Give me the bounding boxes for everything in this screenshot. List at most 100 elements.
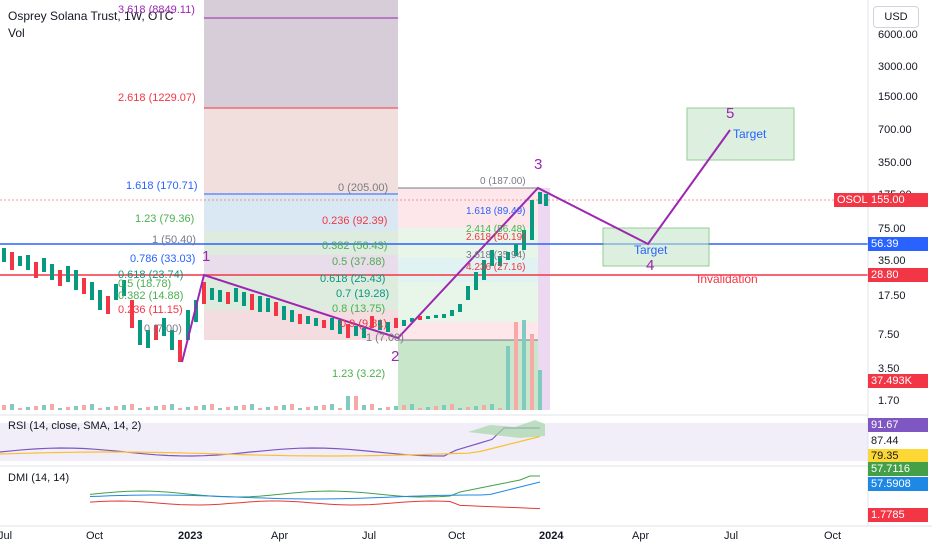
candle bbox=[418, 316, 422, 320]
volume-bar bbox=[42, 405, 46, 410]
candle bbox=[18, 256, 22, 266]
candle bbox=[122, 280, 126, 296]
candle bbox=[114, 284, 118, 300]
candle bbox=[338, 320, 342, 334]
fib-level-label: 0.5 (37.88) bbox=[332, 256, 386, 268]
time-tick: Jul bbox=[362, 530, 377, 542]
candle bbox=[474, 272, 478, 290]
volume-bar bbox=[282, 405, 286, 410]
volume-bar bbox=[74, 406, 78, 410]
candle bbox=[282, 306, 286, 320]
elliott-wave-path[interactable] bbox=[181, 129, 731, 363]
candle bbox=[250, 294, 254, 310]
candle bbox=[354, 326, 358, 336]
volume-bar bbox=[522, 320, 526, 410]
candle bbox=[522, 230, 526, 250]
volume-bar bbox=[418, 408, 422, 410]
volume-indicator-label[interactable]: Vol bbox=[8, 26, 25, 40]
candle bbox=[386, 322, 390, 332]
price-tick: 6000.00 bbox=[878, 29, 918, 41]
volume-bar bbox=[130, 404, 134, 410]
volume-bar bbox=[162, 405, 166, 410]
candle bbox=[162, 318, 166, 336]
target-label-wave5: Target bbox=[733, 127, 767, 141]
fib-level-label: 0 (187.00) bbox=[480, 176, 526, 187]
fib-level-label: 0 (7.00) bbox=[144, 323, 182, 335]
volume-bar bbox=[330, 404, 334, 410]
fib-level-label: 0.382 (56.43) bbox=[322, 240, 388, 252]
candle bbox=[306, 316, 310, 324]
candle bbox=[146, 330, 150, 348]
time-tick: Apr bbox=[271, 530, 289, 542]
wave-2-label: 2 bbox=[391, 348, 400, 365]
candle bbox=[242, 292, 246, 306]
volume-bar bbox=[2, 405, 6, 410]
volume-bar bbox=[250, 404, 254, 410]
price-tick: 1500.00 bbox=[878, 91, 918, 103]
currency-button[interactable]: USD bbox=[873, 6, 919, 28]
target-label-wave4: Target bbox=[634, 243, 668, 257]
fib-level-label: 1.23 (3.22) bbox=[332, 368, 386, 380]
volume-bar bbox=[242, 405, 246, 410]
candle bbox=[362, 328, 366, 338]
volume-bar bbox=[258, 408, 262, 410]
candle bbox=[314, 318, 318, 326]
volume-bar bbox=[474, 406, 478, 410]
candle bbox=[330, 318, 334, 330]
time-tick: Oct bbox=[86, 530, 104, 542]
volume-bar bbox=[234, 406, 238, 410]
candle bbox=[186, 310, 190, 340]
fib-level-label: 0.7 (19.28) bbox=[336, 288, 390, 300]
fib-level-label: 0.5 (18.78) bbox=[118, 278, 172, 290]
volume-bar bbox=[138, 408, 142, 410]
candlestick-series bbox=[2, 192, 548, 362]
fib-level-label: 0.236 (11.15) bbox=[118, 304, 183, 316]
candle bbox=[154, 325, 158, 340]
volume-bar bbox=[18, 408, 22, 410]
volume-bar bbox=[458, 408, 462, 410]
fib-level-label: 3.618 (8849.11) bbox=[118, 4, 195, 16]
fib-level-label: 2.618 (1229.07) bbox=[118, 92, 196, 104]
candle bbox=[210, 288, 214, 300]
candle bbox=[42, 258, 46, 272]
invalidation-price-label: 28.80 bbox=[868, 268, 928, 282]
candle bbox=[490, 250, 494, 266]
volume-bar bbox=[306, 407, 310, 410]
wave-4-label: 4 bbox=[646, 257, 655, 274]
rsi-value-label: 91.67 bbox=[868, 418, 928, 432]
volume-bar bbox=[58, 408, 62, 410]
time-tick: Oct bbox=[824, 530, 842, 542]
invalidation-label: Invalidation bbox=[697, 272, 758, 286]
volume-bar bbox=[538, 370, 542, 410]
rsi-indicator-label[interactable]: RSI (14, close, SMA, 14, 2) bbox=[8, 420, 142, 432]
last-price-label: 155.00 bbox=[868, 193, 928, 207]
volume-bar bbox=[338, 408, 342, 410]
wave-1-label: 1 bbox=[202, 248, 211, 265]
candle bbox=[90, 282, 94, 300]
volume-bar bbox=[186, 407, 190, 410]
volume-bar bbox=[106, 407, 110, 410]
candle bbox=[410, 318, 414, 322]
target-box-wave5[interactable] bbox=[686, 107, 795, 161]
symbol-badge: OSOL bbox=[834, 193, 868, 207]
candle bbox=[426, 316, 430, 319]
candle bbox=[226, 292, 230, 304]
candle bbox=[274, 302, 278, 316]
fib-level-label: 2.618 (50.19) bbox=[466, 232, 526, 243]
fib-level-label: 0.786 (33.03) bbox=[130, 253, 196, 265]
fib-retracement-left[interactable] bbox=[204, 0, 398, 340]
candle bbox=[514, 244, 518, 256]
candle bbox=[82, 278, 86, 294]
candle bbox=[138, 320, 142, 345]
rsi-sma-label: 79.35 bbox=[868, 449, 928, 463]
dmi-minus-line bbox=[89, 500, 541, 510]
volume-bar bbox=[26, 407, 30, 410]
dmi-indicator-label[interactable]: DMI (14, 14) bbox=[8, 472, 70, 484]
volume-bar bbox=[506, 346, 510, 410]
wave-5-label: 5 bbox=[726, 105, 735, 122]
time-tick: 2023 bbox=[178, 530, 203, 542]
fib-level-label: 1.618 (89.49) bbox=[466, 206, 526, 217]
volume-bar bbox=[346, 396, 350, 410]
time-tick: Jul bbox=[724, 530, 739, 542]
